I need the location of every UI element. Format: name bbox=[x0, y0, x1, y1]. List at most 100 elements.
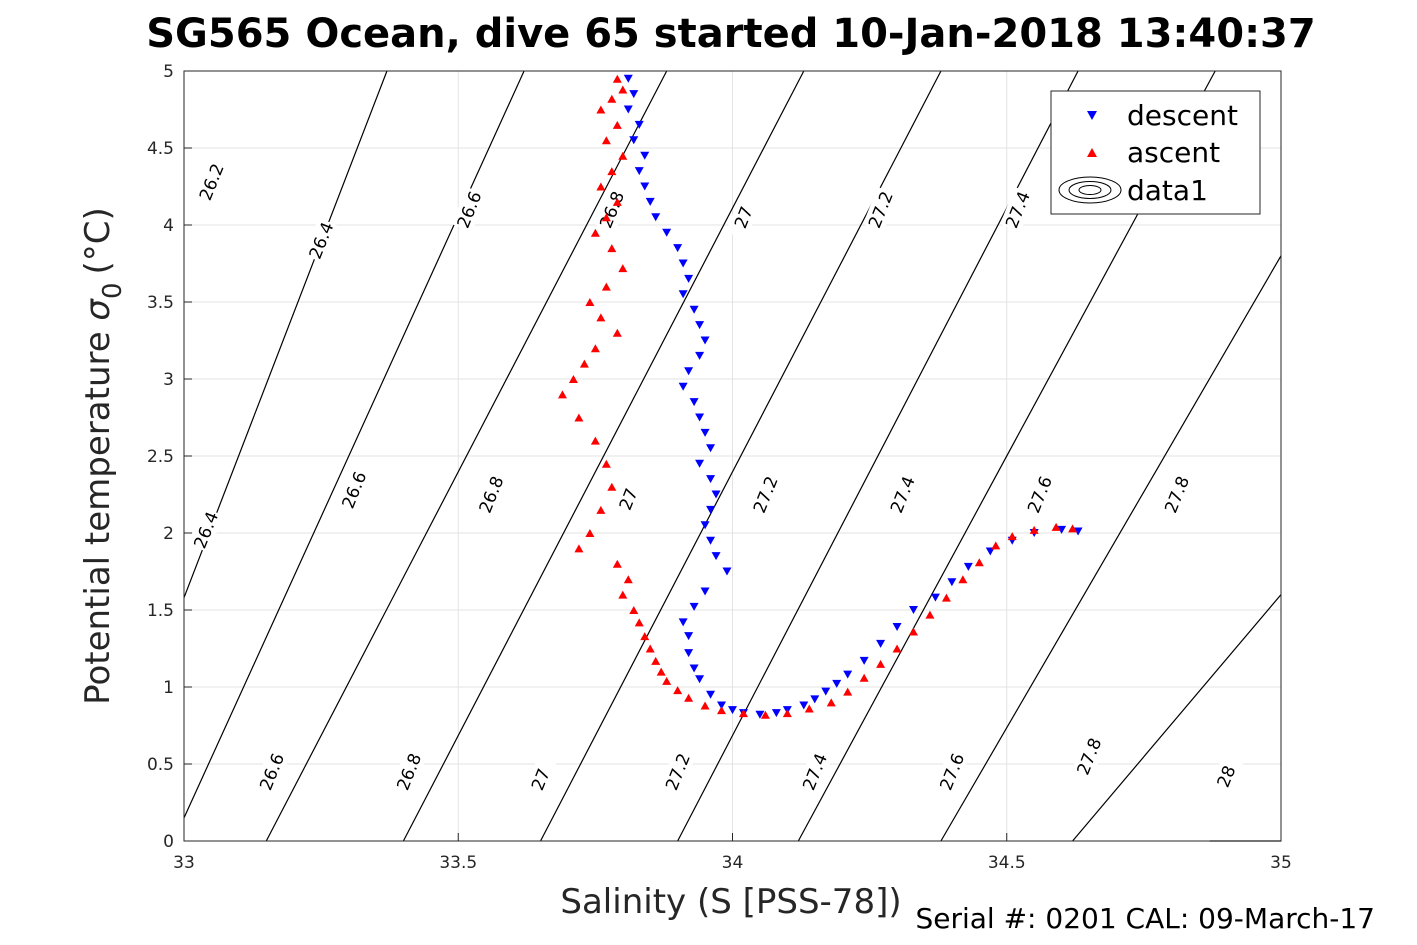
contour-label-bg-9 bbox=[473, 471, 509, 518]
descent-point-30 bbox=[706, 536, 716, 545]
legend: descent ascent data1 bbox=[1050, 90, 1261, 215]
x-axis-label: Salinity (S [PSS-78]) bbox=[560, 882, 901, 922]
ascent-point-8 bbox=[596, 182, 606, 191]
ascent-point-7 bbox=[607, 167, 617, 176]
ascent-point-53 bbox=[925, 610, 935, 619]
contour-label-bg-14 bbox=[1159, 471, 1195, 518]
descent-point-39 bbox=[695, 675, 705, 684]
ascent-point-37 bbox=[656, 667, 666, 676]
descent-point-38 bbox=[689, 664, 699, 673]
ascent-point-12 bbox=[607, 244, 617, 253]
y-axis-label-text: Potential temperature bbox=[78, 331, 118, 704]
ascent-point-10 bbox=[601, 213, 611, 222]
ascent-point-4 bbox=[612, 120, 622, 129]
descent-point-31 bbox=[711, 552, 721, 561]
x-tick-label-4: 35 bbox=[1270, 853, 1292, 873]
descent-point-53 bbox=[876, 639, 886, 648]
contour-label-bg-19 bbox=[797, 749, 833, 795]
contour-label-bg-2 bbox=[451, 186, 487, 233]
ascent-point-47 bbox=[826, 698, 836, 707]
contour-label-bg-1 bbox=[303, 217, 339, 264]
y-tick-label-4: 2 bbox=[163, 524, 174, 544]
descent-point-63 bbox=[1073, 527, 1083, 536]
ascent-point-33 bbox=[634, 618, 644, 627]
ascent-point-29 bbox=[612, 559, 622, 568]
descent-point-8 bbox=[645, 197, 655, 206]
descent-point-16 bbox=[695, 321, 705, 330]
descent-point-52 bbox=[859, 656, 869, 665]
contour-label-bg-0 bbox=[193, 159, 230, 205]
y-tick-label-9: 4.5 bbox=[147, 139, 174, 159]
descent-point-28 bbox=[706, 505, 716, 514]
ascent-point-11 bbox=[590, 228, 600, 237]
y-tick-label-1: 0.5 bbox=[147, 755, 174, 775]
ascent-point-32 bbox=[629, 606, 639, 614]
descent-point-0 bbox=[623, 74, 633, 83]
contour-label-bg-21 bbox=[1071, 733, 1107, 779]
ascent-point-55 bbox=[958, 575, 968, 584]
ascent-point-25 bbox=[607, 482, 617, 491]
descent-point-4 bbox=[629, 136, 639, 145]
ascent-point-50 bbox=[876, 659, 886, 668]
legend-label-ascent: ascent bbox=[1127, 136, 1220, 169]
ascent-point-54 bbox=[941, 593, 951, 602]
ascent-point-16 bbox=[596, 313, 606, 322]
ascent-point-6 bbox=[618, 151, 628, 160]
descent-point-59 bbox=[985, 547, 995, 556]
y-tick-label-2: 1 bbox=[163, 678, 174, 698]
descent-point-20 bbox=[678, 382, 688, 391]
descent-point-34 bbox=[689, 602, 699, 611]
legend-label-data1: data1 bbox=[1127, 174, 1208, 207]
descent-point-27 bbox=[711, 490, 721, 499]
descent-point-19 bbox=[684, 367, 694, 376]
ascent-point-14 bbox=[601, 282, 611, 291]
descent-point-36 bbox=[684, 632, 694, 641]
x-tick-label-2: 34 bbox=[722, 853, 744, 873]
descent-point-48 bbox=[810, 695, 820, 704]
descent-point-56 bbox=[930, 593, 940, 602]
descent-point-12 bbox=[678, 259, 688, 268]
ascent-point-26 bbox=[596, 505, 606, 514]
y-axis-ticks: 0 0.5 1 1.5 2 2.5 3 3.5 4 4.5 5 bbox=[147, 62, 192, 852]
descent-point-21 bbox=[689, 398, 699, 407]
ascent-point-51 bbox=[892, 644, 902, 653]
legend-marker-ascent bbox=[1087, 148, 1097, 157]
descent-point-40 bbox=[706, 690, 716, 699]
descent-point-10 bbox=[662, 228, 672, 237]
contour-line-8 bbox=[1072, 594, 1282, 842]
descent-point-15 bbox=[689, 305, 699, 314]
ascent-point-57 bbox=[991, 541, 1001, 550]
ascent-point-2 bbox=[607, 94, 617, 103]
descent-point-9 bbox=[651, 213, 661, 222]
series-ascent bbox=[557, 74, 1078, 719]
y-axis-label-symbol: σ bbox=[78, 298, 118, 321]
descent-point-49 bbox=[821, 687, 831, 696]
footer-serial-cal: Serial #: 0201 CAL: 09-March-17 bbox=[915, 902, 1375, 935]
y-tick-label-3: 1.5 bbox=[147, 601, 174, 621]
contour-label-bg-11 bbox=[747, 471, 784, 518]
descent-point-45 bbox=[771, 709, 781, 718]
ascent-point-21 bbox=[557, 390, 567, 399]
contour-label-bg-8 bbox=[336, 467, 372, 513]
ascent-point-46 bbox=[804, 704, 814, 713]
ascent-point-48 bbox=[843, 687, 853, 696]
descent-point-1 bbox=[629, 90, 639, 99]
y-tick-label-0: 0 bbox=[163, 832, 174, 852]
series-descent bbox=[623, 74, 1083, 719]
ascent-point-34 bbox=[640, 632, 650, 641]
ascent-point-18 bbox=[590, 344, 600, 353]
descent-point-23 bbox=[700, 428, 710, 437]
legend-marker-contour bbox=[1058, 176, 1122, 204]
ascent-point-19 bbox=[579, 359, 589, 368]
contour-label-bg-22 bbox=[1208, 753, 1244, 799]
x-tick-label-3: 34.5 bbox=[988, 853, 1026, 873]
ascent-point-56 bbox=[974, 558, 984, 567]
descent-point-37 bbox=[684, 649, 694, 658]
contour-label-bg-12 bbox=[884, 471, 921, 518]
y-tick-label-7: 3.5 bbox=[147, 293, 174, 313]
contour-label-bg-10 bbox=[610, 476, 646, 522]
ascent-point-49 bbox=[859, 673, 869, 682]
descent-point-3 bbox=[634, 120, 644, 129]
descent-point-5 bbox=[640, 151, 650, 160]
descent-point-62 bbox=[1057, 525, 1067, 534]
